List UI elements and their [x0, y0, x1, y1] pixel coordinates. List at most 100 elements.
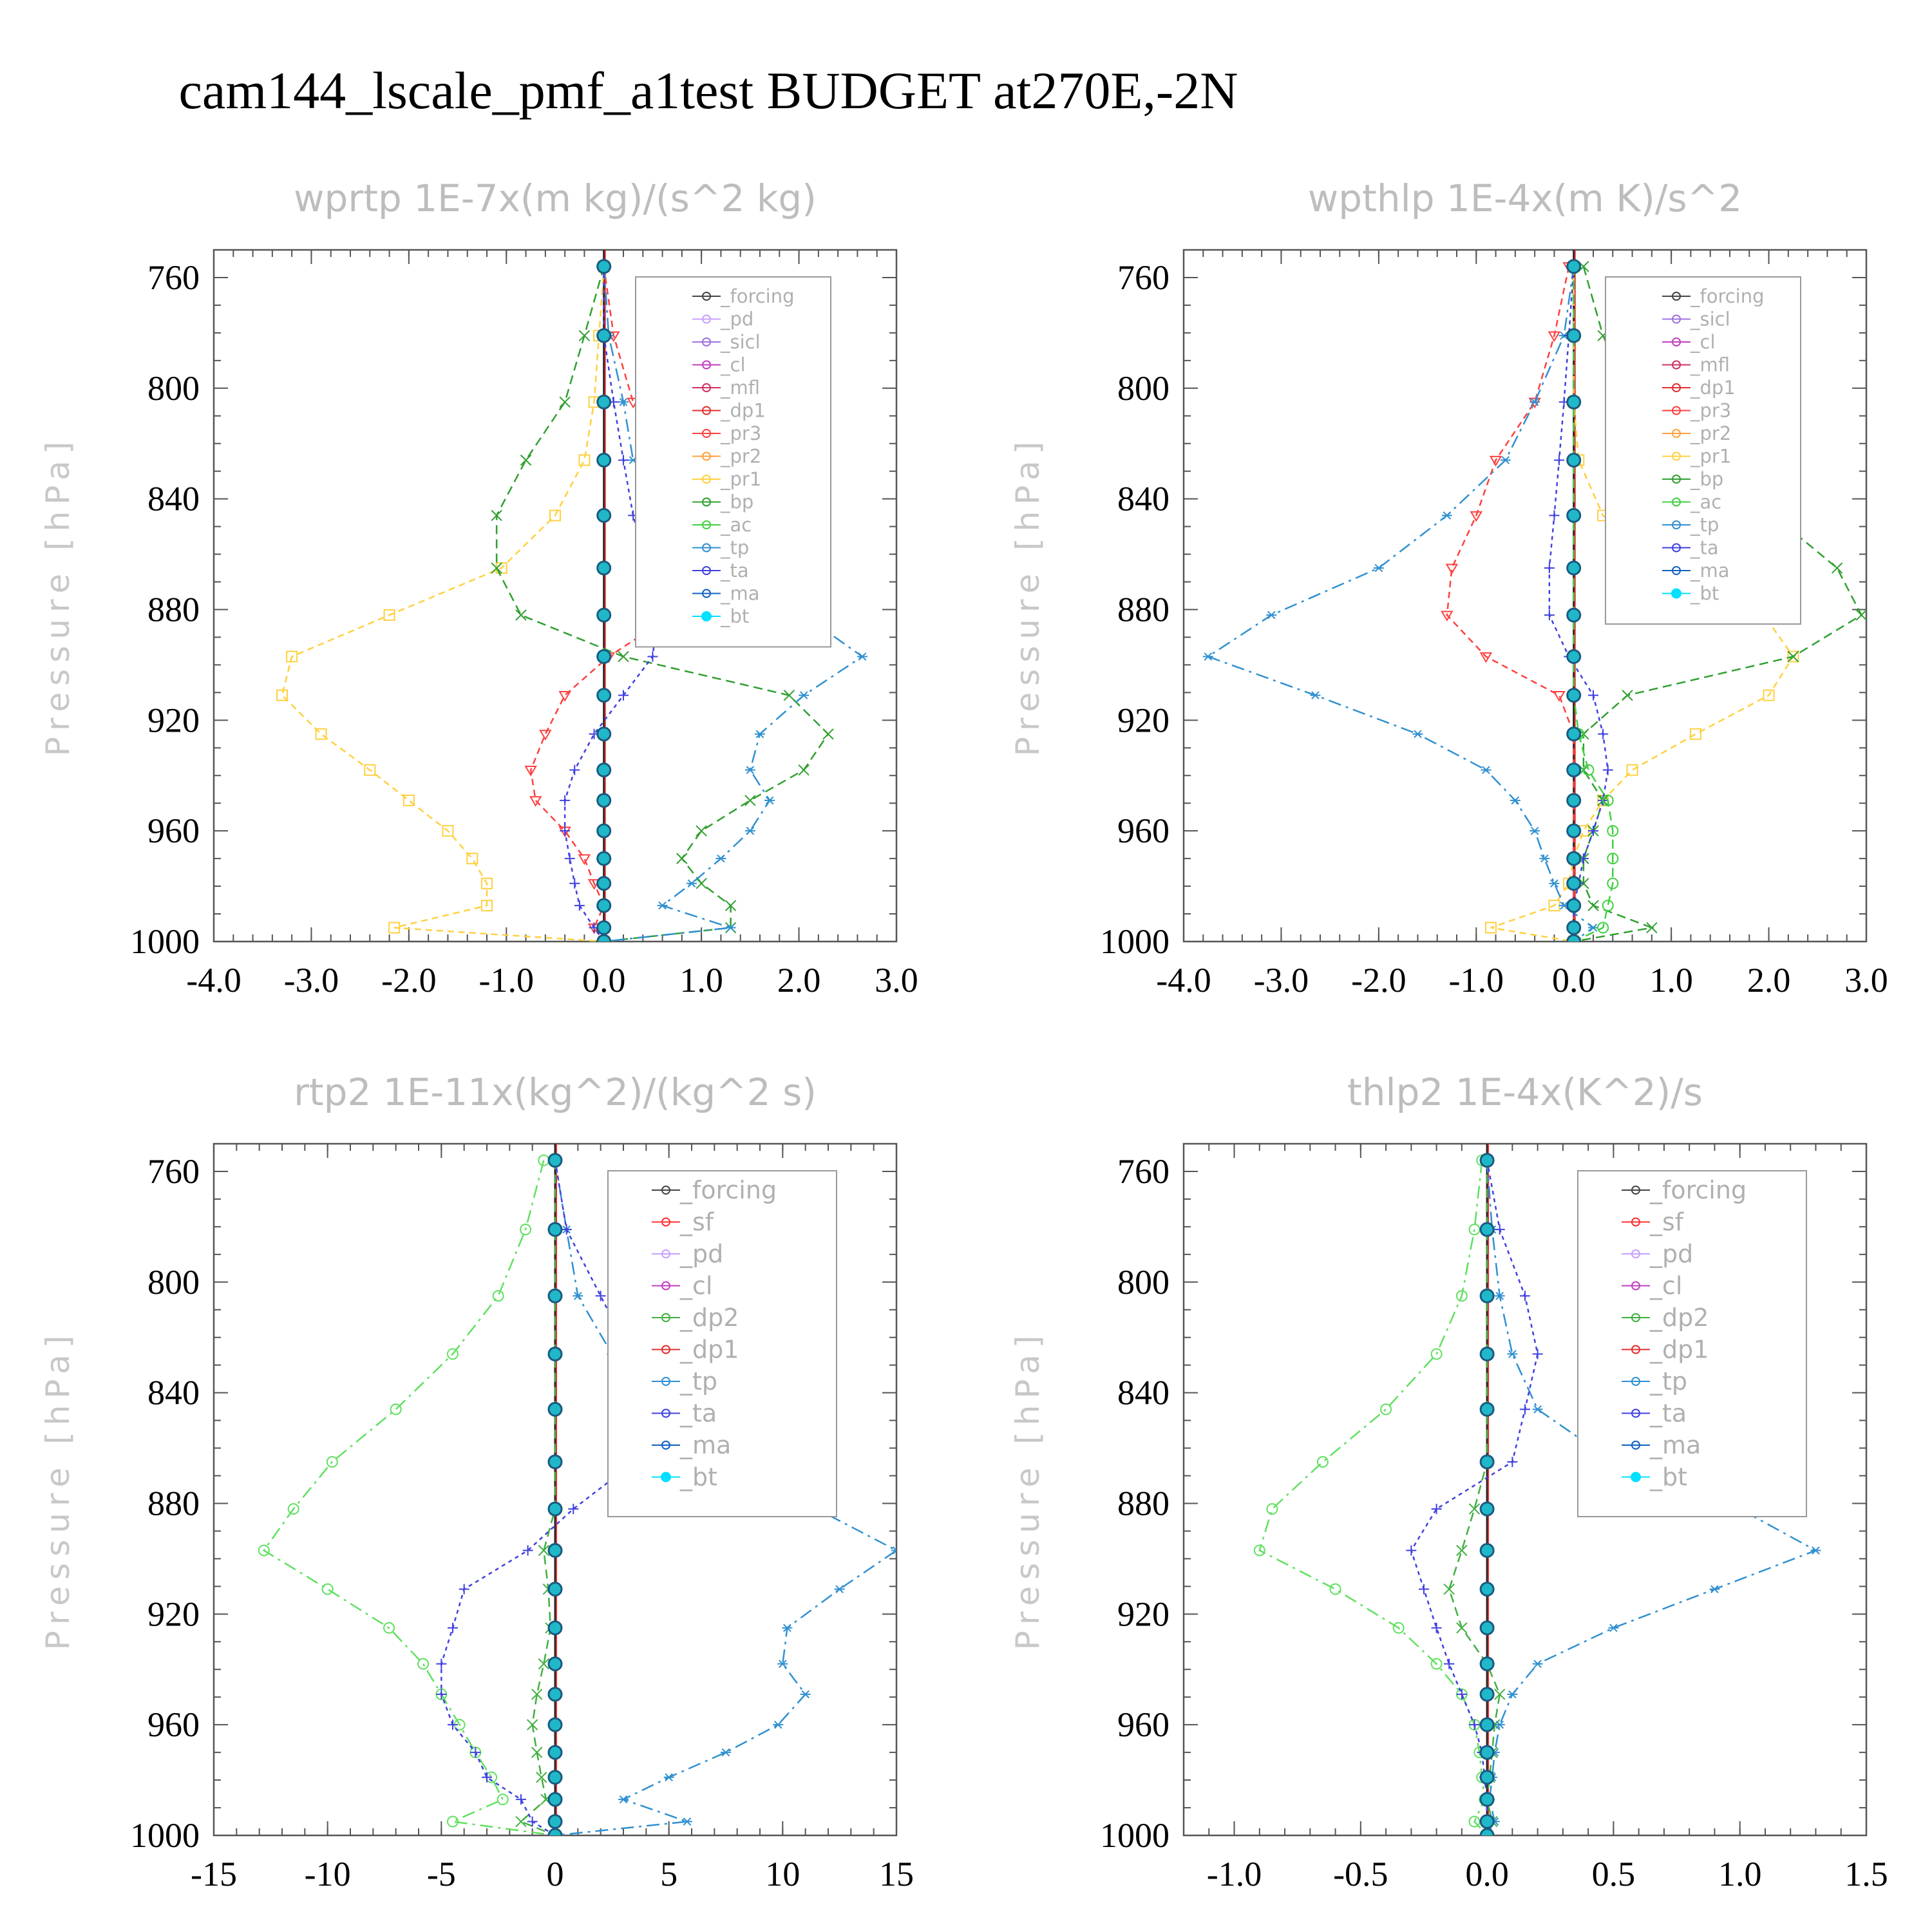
data-point	[326, 1456, 338, 1468]
data-point	[549, 509, 561, 522]
data-point	[442, 825, 454, 837]
legend-marker	[1672, 566, 1681, 575]
x-tick-label: 3.0	[1844, 961, 1888, 999]
data-point	[1588, 923, 1598, 932]
y-tick-label: 920	[147, 701, 200, 739]
data-point	[436, 1689, 447, 1700]
bt-point	[1566, 726, 1582, 742]
data-point	[834, 1585, 845, 1593]
bt-point	[596, 560, 612, 576]
bt-point	[1566, 259, 1582, 274]
legend-box	[1577, 1170, 1807, 1517]
data-point	[578, 330, 591, 341]
x-tick-label: -3.0	[1254, 961, 1309, 999]
x-tick-label: -4.0	[186, 961, 241, 999]
y-tick-label: 1000	[1100, 1816, 1170, 1855]
data-point	[1479, 652, 1493, 663]
data-point	[1787, 650, 1799, 663]
data-point	[1445, 564, 1459, 575]
data-point	[561, 1224, 572, 1235]
data-point	[681, 1817, 692, 1826]
y-axis-label: Pressure [hPa]	[39, 1329, 77, 1651]
data-point	[1441, 611, 1454, 622]
legend-label: _ta	[720, 560, 749, 582]
legend-label: _bt	[720, 605, 749, 627]
legend-label: _tp	[720, 537, 749, 559]
bt-point	[1479, 1454, 1495, 1470]
y-tick-label: 800	[147, 369, 200, 408]
series-dp1	[1253, 1154, 1493, 1835]
data-point	[531, 1689, 543, 1700]
legend-marker	[702, 406, 711, 415]
data-point	[1507, 1457, 1518, 1468]
data-point	[526, 1719, 538, 1730]
legend: _forcing _sf _pd _cl _dp2 _dp1 _tp _ta _ma _bt	[607, 1170, 837, 1517]
series-line	[1448, 1160, 1501, 1835]
bt-point	[547, 1222, 563, 1237]
y-axis-label: Pressure [hPa]	[39, 435, 77, 757]
legend-box	[1605, 276, 1801, 625]
legend-marker	[702, 360, 711, 370]
series-line	[1446, 266, 1575, 942]
bt-point	[1479, 1346, 1495, 1361]
data-point	[857, 652, 867, 661]
data-point	[1412, 730, 1423, 739]
x-tick-label: 3.0	[875, 961, 918, 999]
data-point	[1456, 1544, 1468, 1557]
legend-marker	[702, 589, 711, 598]
legend-label: _cl	[1649, 1272, 1682, 1300]
plot-area	[258, 1144, 896, 1835]
data-point	[595, 1291, 606, 1302]
bt-point	[596, 876, 612, 891]
series-line	[1573, 266, 1614, 942]
data-point	[1587, 900, 1599, 911]
data-point	[448, 1719, 458, 1730]
x-tick-label: -10	[305, 1855, 351, 1893]
legend-label: _forcing	[1649, 1176, 1747, 1204]
legend-marker	[702, 566, 711, 575]
legend-label: _ma	[720, 583, 760, 605]
data-point	[822, 728, 834, 740]
data-point	[1418, 1584, 1429, 1595]
series-line	[281, 266, 605, 942]
data-point	[491, 509, 502, 522]
bt-point	[1566, 762, 1582, 778]
data-point	[1602, 900, 1614, 912]
legend-label: _bt	[1690, 583, 1719, 605]
x-tick-label: 0.5	[1592, 1855, 1636, 1893]
legend-box	[607, 1170, 837, 1517]
bt-point	[1566, 823, 1582, 838]
y-tick-label: 880	[1117, 1484, 1170, 1522]
x-tick-label: -4.0	[1156, 961, 1211, 999]
data-point	[1554, 455, 1564, 466]
data-point	[1690, 728, 1701, 740]
data-point	[383, 1622, 395, 1634]
legend-label: _pd	[720, 308, 753, 330]
bt-point	[547, 1454, 563, 1470]
data-point	[459, 1584, 469, 1595]
data-point	[777, 1660, 788, 1668]
data-point	[568, 1504, 579, 1515]
y-tick-label: 840	[1117, 480, 1170, 518]
data-point	[364, 764, 376, 776]
series-dp1	[258, 1154, 561, 1835]
bt-point	[1566, 560, 1582, 576]
data-point	[1626, 764, 1638, 776]
data-point	[383, 609, 395, 621]
data-point	[1549, 510, 1560, 521]
data-point	[538, 1658, 550, 1670]
bt-point	[547, 1501, 563, 1517]
legend-label: _tp	[1690, 514, 1719, 536]
data-point	[744, 795, 756, 806]
data-point	[417, 1658, 430, 1670]
y-tick-label: 1000	[130, 922, 200, 961]
legend-marker	[702, 475, 711, 484]
legend-marker	[661, 1217, 670, 1227]
data-point	[1532, 1660, 1543, 1668]
data-point	[1709, 1585, 1720, 1593]
data-point	[1544, 610, 1555, 621]
data-point	[618, 690, 629, 701]
y-axis-label: Pressure [hPa]	[1009, 435, 1046, 757]
legend-label: _dp1	[679, 1336, 739, 1364]
legend-label: _ac	[1690, 491, 1721, 513]
